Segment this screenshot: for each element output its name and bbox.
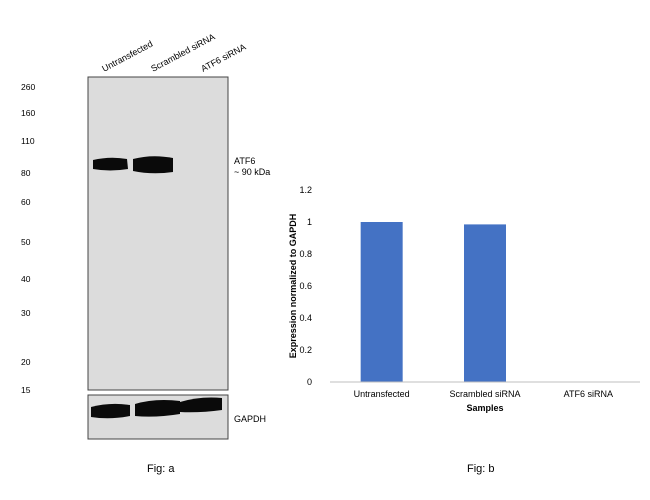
x-axis: Untransfected Scrambled siRNA ATF6 siRNA — [354, 389, 613, 399]
y-tick-label: 1.2 — [299, 185, 312, 195]
y-tick-label: 1 — [307, 217, 312, 227]
blot-membrane — [87, 76, 229, 391]
mw-marker: 50 — [21, 237, 31, 247]
mw-marker: 160 — [21, 108, 35, 118]
target-size-label: ~ 90 kDa — [234, 167, 270, 177]
caption-a: Fig: a — [147, 463, 175, 475]
western-blot-panel: Untransfected Scrambled siRNA ATF6 siRNA… — [21, 32, 270, 475]
mw-marker: 20 — [21, 357, 31, 367]
mw-marker: 260 — [21, 82, 35, 92]
y-tick-label: 0.4 — [299, 313, 312, 323]
gapdh-label: GAPDH — [234, 414, 266, 424]
y-tick-label: 0.2 — [299, 345, 312, 355]
y-tick-label: 0.6 — [299, 281, 312, 291]
y-tick-label: 0 — [307, 377, 312, 387]
x-tick-label: Untransfected — [354, 389, 410, 399]
atf6-band-scrambled — [133, 156, 173, 174]
y-axis-title: Expression normalized to GAPDH — [288, 214, 298, 359]
mw-marker: 15 — [21, 385, 31, 395]
y-tick-label: 0.8 — [299, 249, 312, 259]
x-tick-label: ATF6 siRNA — [564, 389, 613, 399]
gapdh-band-scrambled — [135, 400, 180, 417]
gapdh-band-atf6-sirna — [180, 397, 222, 413]
bar — [360, 222, 403, 382]
mw-marker: 30 — [21, 308, 31, 318]
y-axis: 0 0.2 0.4 0.6 0.8 1 1.2 — [299, 185, 312, 387]
mw-markers: 260 160 110 80 60 50 40 30 20 15 — [21, 82, 35, 395]
target-label: ATF6 — [234, 156, 255, 166]
lane-label-atf6-sirna: ATF6 siRNA — [199, 42, 247, 74]
bar-chart-panel: 0 0.2 0.4 0.6 0.8 1 1.2 Untransfected Scrambled… — [288, 185, 640, 475]
x-axis-title: Samples — [466, 403, 503, 413]
gapdh-band-untransfected — [91, 403, 130, 419]
x-tick-label: Scrambled siRNA — [449, 389, 520, 399]
bars — [360, 222, 506, 382]
mw-marker: 60 — [21, 197, 31, 207]
mw-marker: 110 — [21, 136, 35, 146]
mw-marker: 40 — [21, 274, 31, 284]
lane-label-untransfected: Untransfected — [100, 39, 154, 74]
caption-b: Fig: b — [467, 463, 495, 475]
bar — [464, 224, 506, 382]
atf6-band-untransfected — [93, 157, 128, 171]
mw-marker: 80 — [21, 168, 31, 178]
